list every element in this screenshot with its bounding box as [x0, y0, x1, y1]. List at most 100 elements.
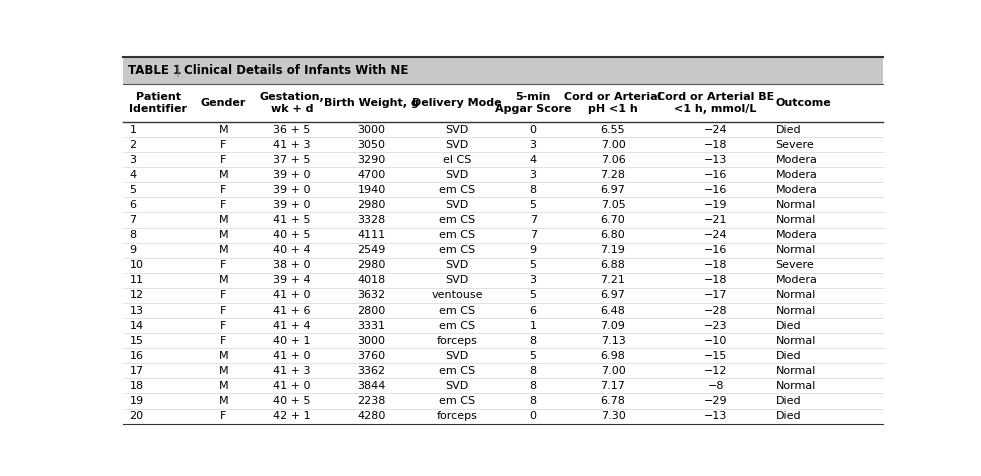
Text: −23: −23	[704, 321, 727, 331]
Text: −24: −24	[703, 125, 728, 135]
Text: Modera: Modera	[776, 230, 817, 240]
Text: forceps: forceps	[437, 336, 478, 346]
Text: M: M	[219, 125, 229, 135]
Text: M: M	[219, 215, 229, 225]
Text: SVD: SVD	[445, 260, 469, 270]
Text: 6.78: 6.78	[600, 396, 626, 406]
Text: 9: 9	[129, 245, 136, 255]
Text: Modera: Modera	[776, 155, 817, 165]
Text: −18: −18	[704, 260, 727, 270]
Text: 7: 7	[129, 215, 136, 225]
Text: −10: −10	[704, 336, 727, 346]
Text: 3844: 3844	[357, 381, 386, 391]
Text: 15: 15	[129, 336, 143, 346]
Text: em CS: em CS	[439, 215, 475, 225]
Text: 6.97: 6.97	[600, 290, 626, 300]
Text: M: M	[219, 351, 229, 361]
Text: 4280: 4280	[357, 411, 386, 421]
Text: Severe: Severe	[776, 260, 814, 270]
Text: em CS: em CS	[439, 230, 475, 240]
Text: 6.55: 6.55	[600, 125, 625, 135]
Text: 7: 7	[530, 215, 537, 225]
Text: 5: 5	[530, 260, 537, 270]
Text: 6.98: 6.98	[600, 351, 626, 361]
Text: Severe: Severe	[776, 139, 814, 149]
Text: 7.28: 7.28	[600, 170, 626, 180]
Text: 18: 18	[129, 381, 143, 391]
Text: −28: −28	[703, 306, 728, 316]
Text: 40 + 1: 40 + 1	[273, 336, 311, 346]
Text: 2980: 2980	[357, 260, 386, 270]
Text: 40 + 5: 40 + 5	[273, 396, 311, 406]
Text: 6.48: 6.48	[600, 306, 626, 316]
Text: −13: −13	[704, 155, 727, 165]
Text: F: F	[220, 411, 227, 421]
Text: 41 + 3: 41 + 3	[273, 139, 311, 149]
Text: el CS: el CS	[443, 155, 471, 165]
Text: 2800: 2800	[357, 306, 386, 316]
Text: 7.19: 7.19	[600, 245, 626, 255]
Text: 7.09: 7.09	[600, 321, 626, 331]
Text: 6.80: 6.80	[600, 230, 625, 240]
Text: 41 + 3: 41 + 3	[273, 366, 311, 376]
Text: 2549: 2549	[357, 245, 386, 255]
Text: 13: 13	[129, 306, 143, 316]
Text: 39 + 0: 39 + 0	[273, 170, 311, 180]
Text: 0: 0	[530, 125, 537, 135]
Text: Outcome: Outcome	[776, 98, 832, 108]
Text: −15: −15	[704, 351, 727, 361]
Text: M: M	[219, 230, 229, 240]
Text: 16: 16	[129, 351, 143, 361]
Text: F: F	[220, 260, 227, 270]
Text: 17: 17	[129, 366, 143, 376]
Text: 41 + 0: 41 + 0	[273, 351, 311, 361]
Text: −19: −19	[704, 200, 727, 210]
Text: 6: 6	[129, 200, 136, 210]
Text: Modera: Modera	[776, 185, 817, 195]
Text: 41 + 6: 41 + 6	[273, 306, 311, 316]
Text: −17: −17	[704, 290, 727, 300]
Text: Died: Died	[776, 125, 801, 135]
Text: Normal: Normal	[776, 215, 816, 225]
Text: M: M	[219, 366, 229, 376]
Text: 4018: 4018	[357, 275, 386, 285]
Text: Gestation,
wk + d: Gestation, wk + d	[259, 92, 324, 114]
Text: 3290: 3290	[357, 155, 386, 165]
Text: Birth Weight, g: Birth Weight, g	[325, 98, 419, 108]
Text: 8: 8	[530, 185, 537, 195]
Text: em CS: em CS	[439, 366, 475, 376]
Text: Died: Died	[776, 321, 801, 331]
Text: Normal: Normal	[776, 290, 816, 300]
Text: −21: −21	[704, 215, 727, 225]
Text: 8: 8	[530, 336, 537, 346]
Text: 6.70: 6.70	[600, 215, 625, 225]
Text: 20: 20	[129, 411, 143, 421]
Text: M: M	[219, 381, 229, 391]
Text: SVD: SVD	[445, 170, 469, 180]
Text: Cord or Arterial
pH <1 h: Cord or Arterial pH <1 h	[564, 92, 662, 114]
Text: Delivery Mode: Delivery Mode	[412, 98, 502, 108]
Text: 41 + 4: 41 + 4	[273, 321, 311, 331]
Text: −16: −16	[704, 185, 727, 195]
Text: 8: 8	[530, 381, 537, 391]
Text: −13: −13	[704, 411, 727, 421]
Text: 3362: 3362	[357, 366, 386, 376]
Text: em CS: em CS	[439, 321, 475, 331]
Text: 3: 3	[530, 170, 537, 180]
Text: 8: 8	[530, 396, 537, 406]
Text: 1: 1	[530, 321, 537, 331]
Text: 7.30: 7.30	[600, 411, 625, 421]
Text: 14: 14	[129, 321, 143, 331]
Text: Normal: Normal	[776, 245, 816, 255]
Text: SVD: SVD	[445, 275, 469, 285]
Text: 1940: 1940	[357, 185, 386, 195]
Text: 5: 5	[530, 290, 537, 300]
Text: 39 + 4: 39 + 4	[273, 275, 311, 285]
Text: 3331: 3331	[358, 321, 386, 331]
Bar	[123, 57, 883, 83]
Text: ventouse: ventouse	[432, 290, 483, 300]
Text: forceps: forceps	[437, 411, 478, 421]
Text: −16: −16	[704, 245, 727, 255]
Text: 4700: 4700	[357, 170, 386, 180]
Text: 40 + 4: 40 + 4	[273, 245, 311, 255]
